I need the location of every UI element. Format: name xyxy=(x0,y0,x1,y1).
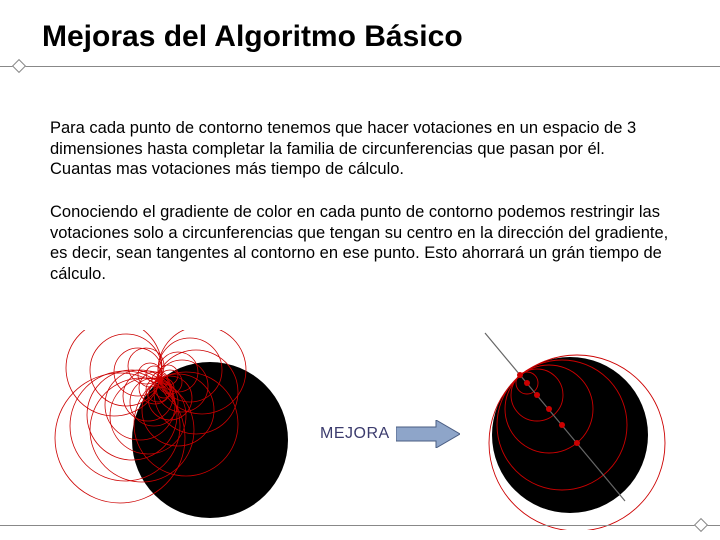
left-diagram xyxy=(40,330,300,530)
arrow-icon xyxy=(396,420,460,448)
paragraph-1: Para cada punto de contorno tenemos que … xyxy=(50,118,670,180)
figures-area: MEJORA xyxy=(0,330,720,530)
paragraph-2: Conociendo el gradiente de color en cada… xyxy=(50,202,670,285)
body-text: Para cada punto de contorno tenemos que … xyxy=(50,118,670,284)
arrow-label: MEJORA xyxy=(320,425,390,443)
right-diagram xyxy=(465,330,695,530)
top-rule xyxy=(0,66,720,67)
top-rule-marker-icon xyxy=(12,59,26,73)
slide-title: Mejoras del Algoritmo Básico xyxy=(42,20,670,54)
improvement-arrow: MEJORA xyxy=(320,420,460,448)
slide: Mejoras del Algoritmo Básico Para cada p… xyxy=(0,0,720,540)
bottom-rule xyxy=(0,525,720,526)
